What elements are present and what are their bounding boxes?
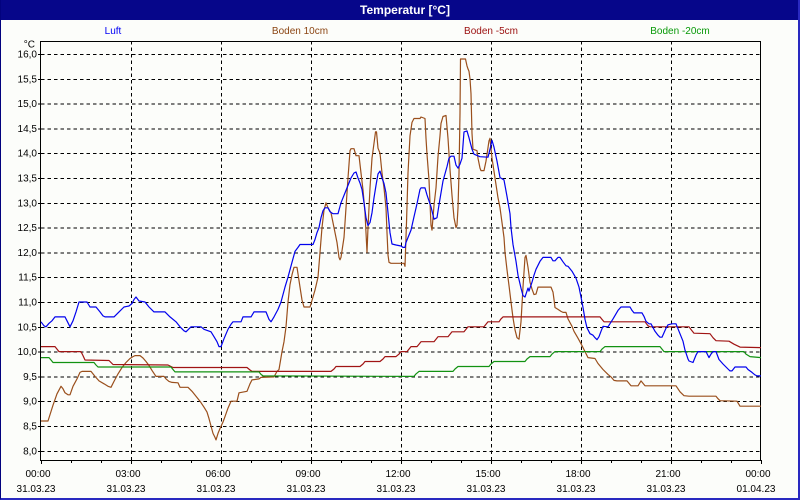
svg-text:10,5: 10,5 bbox=[18, 322, 38, 333]
svg-text:03:00: 03:00 bbox=[115, 469, 140, 480]
svg-text:8,5: 8,5 bbox=[23, 422, 37, 433]
svg-text:01.04.23: 01.04.23 bbox=[737, 484, 776, 495]
svg-text:15,5: 15,5 bbox=[18, 74, 38, 85]
svg-text:15,0: 15,0 bbox=[18, 99, 38, 110]
svg-text:13,5: 13,5 bbox=[18, 174, 38, 185]
svg-text:13,0: 13,0 bbox=[18, 198, 38, 209]
svg-text:09:00: 09:00 bbox=[295, 469, 320, 480]
svg-text:9,0: 9,0 bbox=[23, 397, 37, 408]
svg-text:11,0: 11,0 bbox=[18, 298, 37, 309]
svg-text:18:00: 18:00 bbox=[565, 469, 590, 480]
svg-text:14,5: 14,5 bbox=[18, 124, 38, 135]
svg-text:31.03.23: 31.03.23 bbox=[287, 484, 326, 495]
svg-text:06:00: 06:00 bbox=[205, 469, 230, 480]
svg-text:12,5: 12,5 bbox=[18, 223, 38, 234]
svg-text:8,0: 8,0 bbox=[23, 446, 37, 457]
svg-text:9,5: 9,5 bbox=[23, 372, 37, 383]
svg-text:12:00: 12:00 bbox=[385, 469, 410, 480]
svg-text:°C: °C bbox=[24, 40, 35, 51]
svg-text:10,0: 10,0 bbox=[18, 347, 38, 358]
svg-text:31.03.23: 31.03.23 bbox=[647, 484, 686, 495]
svg-text:31.03.23: 31.03.23 bbox=[17, 484, 56, 495]
svg-text:31.03.23: 31.03.23 bbox=[197, 484, 236, 495]
svg-text:11,5: 11,5 bbox=[18, 273, 37, 284]
svg-text:15:00: 15:00 bbox=[475, 469, 500, 480]
svg-text:31.03.23: 31.03.23 bbox=[557, 484, 596, 495]
svg-text:21:00: 21:00 bbox=[655, 469, 680, 480]
svg-text:31.03.23: 31.03.23 bbox=[467, 484, 506, 495]
svg-text:12,0: 12,0 bbox=[18, 248, 38, 259]
svg-text:00:00: 00:00 bbox=[25, 469, 50, 480]
svg-text:16,0: 16,0 bbox=[18, 50, 38, 61]
svg-text:31.03.23: 31.03.23 bbox=[377, 484, 416, 495]
svg-text:00:00: 00:00 bbox=[745, 469, 770, 480]
svg-text:31.03.23: 31.03.23 bbox=[107, 484, 146, 495]
svg-text:14,0: 14,0 bbox=[18, 149, 38, 160]
